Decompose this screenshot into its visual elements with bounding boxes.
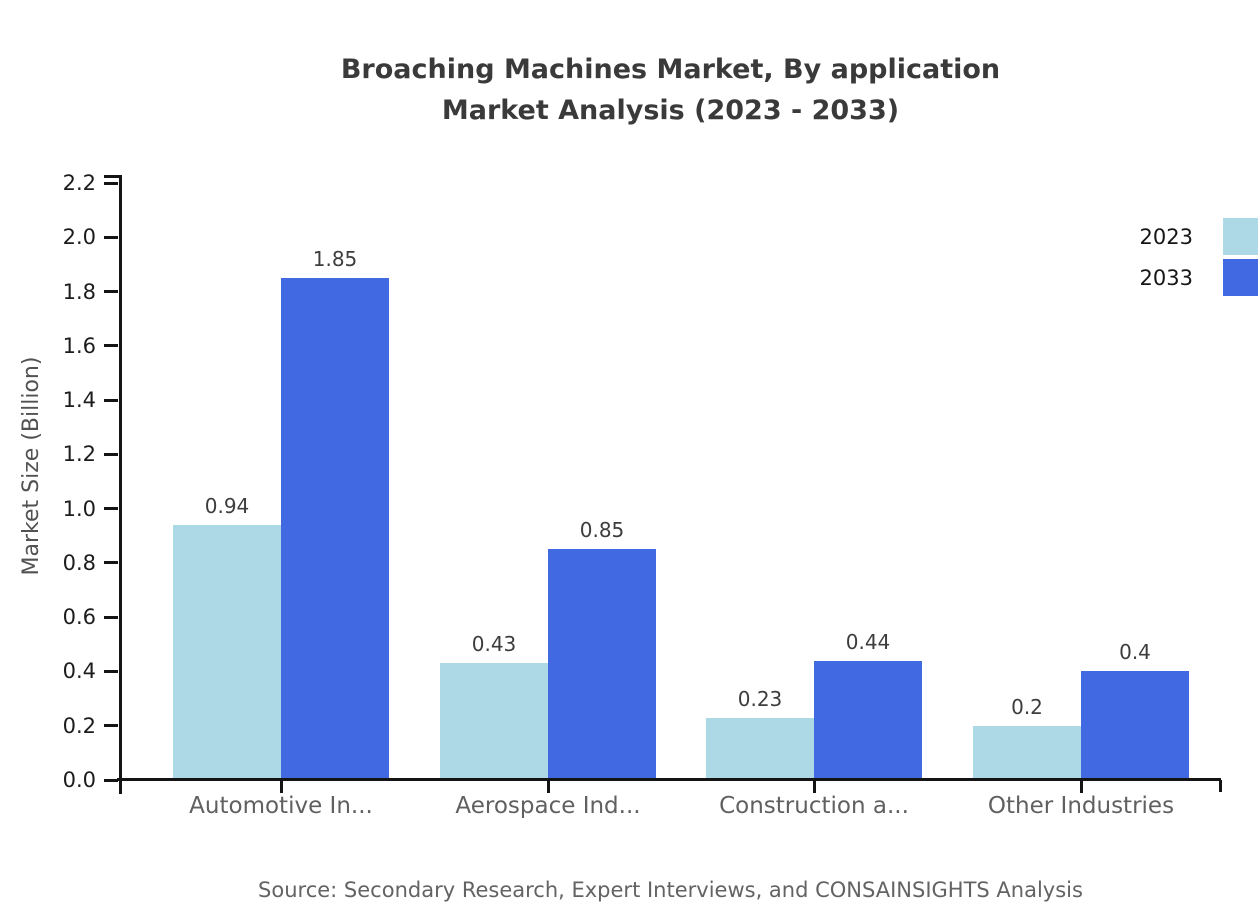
chart-title-line1: Broaching Machines Market, By applicatio…: [340, 54, 1001, 85]
x-tick: [1079, 781, 1083, 793]
y-tick: [104, 235, 118, 239]
y-tick: [104, 615, 118, 619]
y-tick-label: 1.4: [62, 388, 96, 413]
bar-value-label: 0.85: [579, 518, 625, 543]
y-tick-label: 1.2: [62, 442, 96, 467]
x-axis-line: [117, 778, 1221, 781]
bar-value-label: 1.85: [312, 246, 358, 271]
bar-2023-2: [706, 717, 814, 780]
legend-swatch-2033: [1223, 259, 1258, 296]
category-label: Construction a...: [719, 793, 909, 819]
y-axis-line: [119, 175, 122, 794]
legend-item-2023: 2023: [1140, 218, 1258, 255]
y-tick: [104, 507, 118, 511]
bar-2033-2: [814, 660, 922, 780]
y-tick: [104, 290, 118, 294]
plot-area: 0.0 0.2 0.4 0.6 0.8 1.0 1.2 1.4 1.6 1.8 2.0 2.2 0.94…: [63, 171, 1222, 819]
y-tick-label: 0.4: [62, 659, 96, 684]
y-tick: [104, 561, 118, 565]
legend-label-2033: 2033: [1139, 265, 1193, 290]
y-tick: [104, 398, 118, 402]
bar-value-label: 0.2: [1011, 694, 1043, 719]
bar-value-label: 0.44: [845, 629, 891, 654]
x-tick: [546, 781, 550, 793]
y-tick: [104, 724, 118, 728]
bar-value-label: 0.23: [737, 686, 783, 711]
category-label: Other Industries: [987, 793, 1175, 819]
y-tick: [104, 181, 118, 185]
y-tick: [104, 778, 118, 782]
y-tick: [104, 669, 118, 673]
category-label: Aerospace Ind...: [455, 793, 641, 819]
legend-item-2033: 2033: [1140, 259, 1258, 296]
y-axis-top-cap: [104, 175, 120, 178]
y-tick-label: 1.6: [62, 333, 96, 358]
legend-swatch-2023: [1223, 218, 1258, 255]
bar-2033-1: [548, 549, 656, 780]
x-tick: [279, 781, 283, 793]
bar-value-label: 0.43: [471, 632, 517, 657]
bar-value-label: 0.4: [1119, 640, 1151, 665]
y-tick-label: 0.8: [62, 550, 96, 575]
category-label: Automotive In...: [189, 793, 373, 819]
chart-title: Broaching Machines Market, By applicatio…: [120, 49, 1221, 131]
source-note: Source: Secondary Research, Expert Inter…: [258, 878, 1083, 902]
x-axis-end-tick: [1219, 780, 1222, 792]
chart-title-line2: Market Analysis (2023 - 2033): [441, 95, 900, 126]
y-tick-label: 1.8: [62, 279, 96, 304]
bar-2023-1: [440, 663, 548, 780]
y-tick: [104, 452, 118, 456]
y-tick: [104, 344, 118, 348]
y-tick-label: 0.6: [62, 605, 96, 630]
bar-value-label: 0.94: [204, 493, 250, 518]
y-tick-label: 2.0: [62, 225, 96, 250]
y-tick-label: 1.0: [62, 496, 96, 521]
x-tick: [812, 781, 816, 793]
y-tick-label: 0.0: [62, 768, 96, 792]
legend-label-2023: 2023: [1139, 224, 1193, 249]
y-tick-label: 2.2: [62, 171, 96, 195]
legend: 2023 2033: [1140, 218, 1258, 296]
bar-2023-3: [973, 725, 1081, 780]
y-tick-label: 0.2: [62, 713, 96, 738]
bar-2023-0: [173, 524, 281, 780]
bar-2033-0: [281, 277, 389, 780]
bar-2033-3: [1081, 671, 1189, 780]
